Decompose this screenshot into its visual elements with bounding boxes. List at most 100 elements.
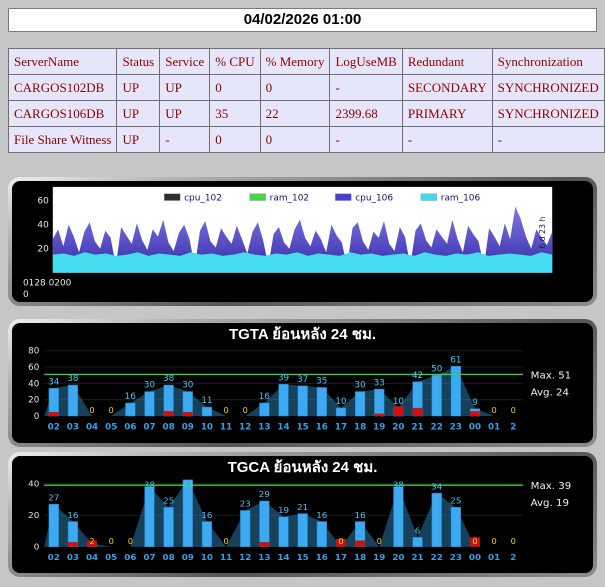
tgca-chart-panel: TGCA ย้อนหลัง 24 ชม. 27 16 2 0 0 38 25 43 16 0 23 2… bbox=[8, 452, 597, 577]
svg-text:18: 18 bbox=[354, 423, 366, 433]
table-row: CARGOS106DB UP UP 35 22 2399.68 PRIMARY … bbox=[7, 100, 605, 127]
svg-text:0: 0 bbox=[128, 536, 133, 546]
svg-text:0: 0 bbox=[109, 536, 114, 546]
cell-service: UP bbox=[159, 74, 211, 101]
resource-chart-inner: 20 40 60 cpu_102 ram_102 cpu_106 ram_106 0128 0… bbox=[12, 181, 593, 302]
svg-text:35: 35 bbox=[316, 377, 327, 387]
svg-text:02: 02 bbox=[48, 553, 60, 563]
svg-text:cpu_106: cpu_106 bbox=[355, 194, 393, 204]
svg-text:14: 14 bbox=[277, 553, 289, 563]
svg-text:39: 39 bbox=[278, 373, 289, 383]
svg-text:61: 61 bbox=[450, 355, 461, 365]
svg-text:27: 27 bbox=[48, 494, 59, 504]
svg-text:11: 11 bbox=[201, 396, 212, 406]
table-row: File Share Witness UP - 0 0 - - - bbox=[7, 126, 605, 153]
svg-text:0: 0 bbox=[223, 536, 228, 546]
svg-text:0: 0 bbox=[223, 405, 228, 415]
svg-text:09: 09 bbox=[182, 423, 194, 433]
svg-text:80: 80 bbox=[28, 347, 39, 357]
svg-text:19: 19 bbox=[373, 423, 385, 433]
svg-text:20: 20 bbox=[37, 245, 49, 255]
svg-text:38: 38 bbox=[163, 374, 174, 384]
svg-text:0: 0 bbox=[23, 290, 29, 300]
tgca-chart-title: TGCA ย้อนหลัง 24 ชม. bbox=[227, 459, 378, 476]
svg-text:60: 60 bbox=[37, 197, 49, 207]
svg-text:08: 08 bbox=[163, 553, 175, 563]
cell-logusemb: 2399.68 bbox=[329, 100, 403, 127]
svg-text:38: 38 bbox=[67, 374, 78, 384]
svg-text:16: 16 bbox=[259, 392, 270, 402]
svg-text:13: 13 bbox=[258, 423, 270, 433]
svg-text:20: 20 bbox=[392, 423, 404, 433]
cell-memory: 0 bbox=[259, 126, 331, 153]
svg-text:29: 29 bbox=[259, 490, 270, 500]
server-status-table: ServerName Status Service % CPU % Memory… bbox=[7, 48, 605, 153]
svg-text:16: 16 bbox=[316, 423, 328, 433]
svg-text:20: 20 bbox=[28, 511, 39, 521]
cell-logusemb: - bbox=[329, 126, 403, 153]
svg-text:34: 34 bbox=[48, 378, 60, 388]
col-header-redundant: Redundant bbox=[401, 48, 493, 75]
svg-text:02: 02 bbox=[48, 423, 60, 433]
svg-text:0: 0 bbox=[34, 543, 40, 553]
svg-text:22: 22 bbox=[431, 553, 443, 563]
svg-text:17: 17 bbox=[335, 423, 347, 433]
svg-text:ram_102: ram_102 bbox=[270, 194, 309, 204]
tgta-chart-panel: TGTA ย้อนหลัง 24 ชม. 34 38 0 0 16 30 38 30 11 0 0 1… bbox=[8, 319, 597, 447]
col-header-memory: % Memory bbox=[259, 48, 331, 75]
cell-servername: File Share Witness bbox=[7, 126, 118, 153]
cell-synchronization: SYNCHRONIZED bbox=[491, 100, 605, 127]
svg-text:0: 0 bbox=[511, 536, 516, 546]
svg-text:Avg. 24: Avg. 24 bbox=[531, 388, 569, 399]
svg-text:25: 25 bbox=[163, 497, 174, 507]
svg-text:18: 18 bbox=[354, 553, 366, 563]
svg-text:10: 10 bbox=[393, 397, 404, 407]
svg-text:11: 11 bbox=[220, 553, 232, 563]
svg-text:50: 50 bbox=[431, 364, 442, 374]
svg-text:05: 05 bbox=[105, 423, 117, 433]
col-header-cpu: % CPU bbox=[209, 48, 261, 75]
cell-servername: CARGOS102DB bbox=[7, 74, 118, 101]
svg-text:23: 23 bbox=[450, 553, 462, 563]
svg-text:6: 6 bbox=[415, 527, 421, 537]
svg-text:0: 0 bbox=[338, 536, 343, 546]
svg-text:06: 06 bbox=[124, 553, 136, 563]
svg-text:0128 0200: 0128 0200 bbox=[23, 278, 72, 288]
table-header-row: ServerName Status Service % CPU % Memory… bbox=[7, 48, 605, 75]
svg-text:04: 04 bbox=[86, 553, 98, 563]
svg-text:21: 21 bbox=[411, 553, 423, 563]
svg-text:23: 23 bbox=[240, 500, 251, 510]
svg-text:01: 01 bbox=[488, 553, 500, 563]
svg-text:19: 19 bbox=[278, 506, 289, 516]
resource-chart-panel: 20 40 60 cpu_102 ram_102 cpu_106 ram_106 0128 0… bbox=[8, 177, 597, 306]
svg-text:0: 0 bbox=[511, 405, 516, 415]
svg-text:0: 0 bbox=[492, 536, 497, 546]
table-row: CARGOS102DB UP UP 0 0 - SECONDARY SYNCHR… bbox=[7, 74, 605, 101]
svg-text:17: 17 bbox=[335, 553, 347, 563]
svg-text:Max. 39: Max. 39 bbox=[531, 481, 572, 492]
svg-text:16: 16 bbox=[201, 511, 212, 521]
svg-text:30: 30 bbox=[182, 381, 193, 391]
cell-memory: 0 bbox=[259, 74, 331, 101]
svg-text:10: 10 bbox=[201, 553, 213, 563]
svg-text:16: 16 bbox=[355, 511, 366, 521]
svg-text:12: 12 bbox=[239, 423, 251, 433]
tgta-chart-title: TGTA ย้อนหลัง 24 ชม. bbox=[228, 326, 377, 343]
svg-text:2: 2 bbox=[89, 536, 94, 546]
svg-text:04: 04 bbox=[86, 423, 98, 433]
cell-memory: 22 bbox=[259, 100, 331, 127]
svg-text:0: 0 bbox=[492, 405, 497, 415]
col-header-logusemb: LogUseMB bbox=[329, 48, 403, 75]
svg-text:43: 43 bbox=[182, 480, 193, 490]
svg-text:0: 0 bbox=[89, 405, 94, 415]
svg-text:25: 25 bbox=[450, 497, 461, 507]
svg-text:16: 16 bbox=[316, 511, 327, 521]
svg-text:19: 19 bbox=[373, 553, 385, 563]
cell-status: UP bbox=[116, 100, 161, 127]
svg-text:40: 40 bbox=[28, 379, 39, 389]
svg-text:16: 16 bbox=[67, 511, 78, 521]
svg-text:0: 0 bbox=[377, 536, 382, 546]
cell-redundant: - bbox=[401, 126, 493, 153]
